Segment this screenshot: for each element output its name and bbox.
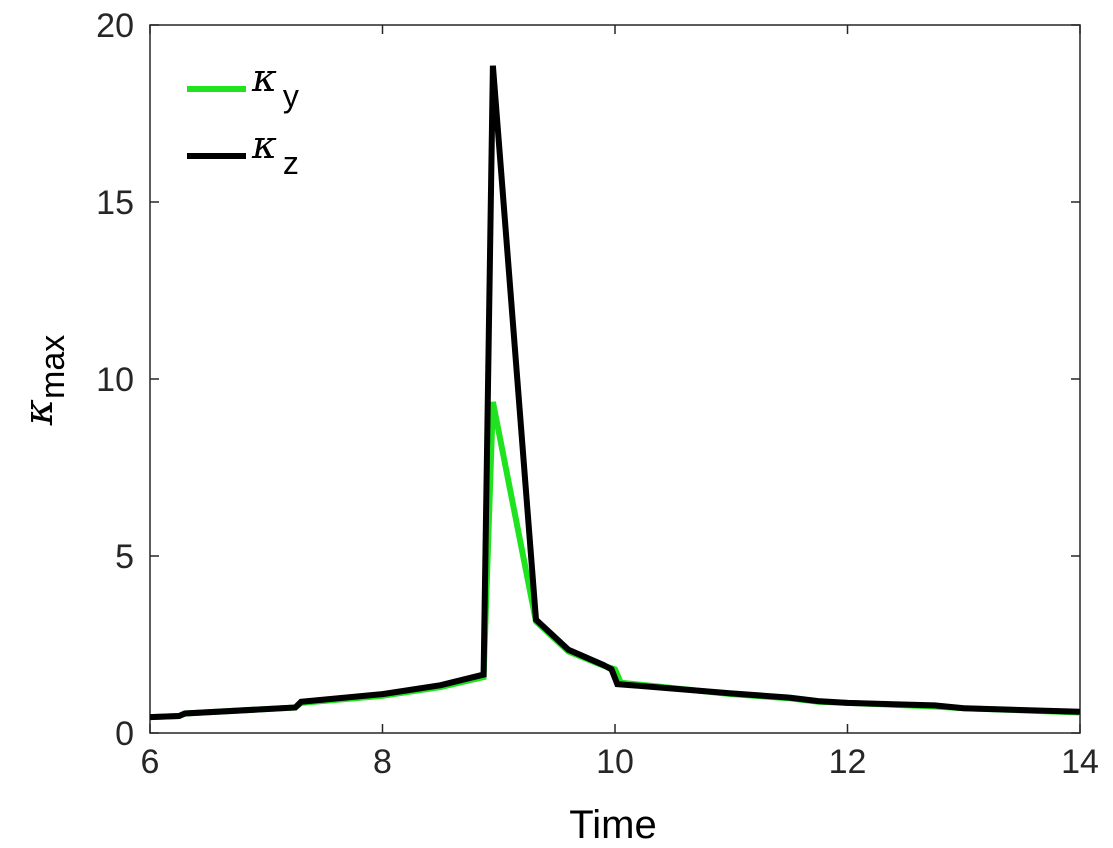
y-tick-label: 15 xyxy=(96,184,134,222)
x-tick-label: 8 xyxy=(373,743,392,781)
x-tick-label: 14 xyxy=(1061,743,1099,781)
plot-frame xyxy=(149,24,1081,734)
y-axis-label-sub: max xyxy=(34,335,72,399)
x-tick-label: 6 xyxy=(141,743,160,781)
x-tick-label: 10 xyxy=(596,743,634,781)
y-tick-label: 5 xyxy=(115,538,134,576)
svg-text:κmax: κmax xyxy=(16,335,72,426)
y-tick-label: 20 xyxy=(96,7,134,45)
y-tick-label: 0 xyxy=(115,715,134,753)
tick-labels: 6 8 10 12 14 0 5 10 15 20 xyxy=(96,7,1099,781)
x-tick-label: 12 xyxy=(829,743,867,781)
y-tick-label: 10 xyxy=(96,361,134,399)
series-lines xyxy=(149,65,1081,721)
y-axis-label-base: κ xyxy=(16,399,62,426)
plot-area xyxy=(149,24,1081,734)
y-axis-label: κmax xyxy=(16,335,72,426)
series-line-z xyxy=(149,65,1081,721)
legend: κ y κ z xyxy=(187,56,299,181)
series-line-y xyxy=(149,401,1081,721)
x-axis-label: Time xyxy=(569,803,656,847)
axis-ticks xyxy=(149,24,1081,734)
